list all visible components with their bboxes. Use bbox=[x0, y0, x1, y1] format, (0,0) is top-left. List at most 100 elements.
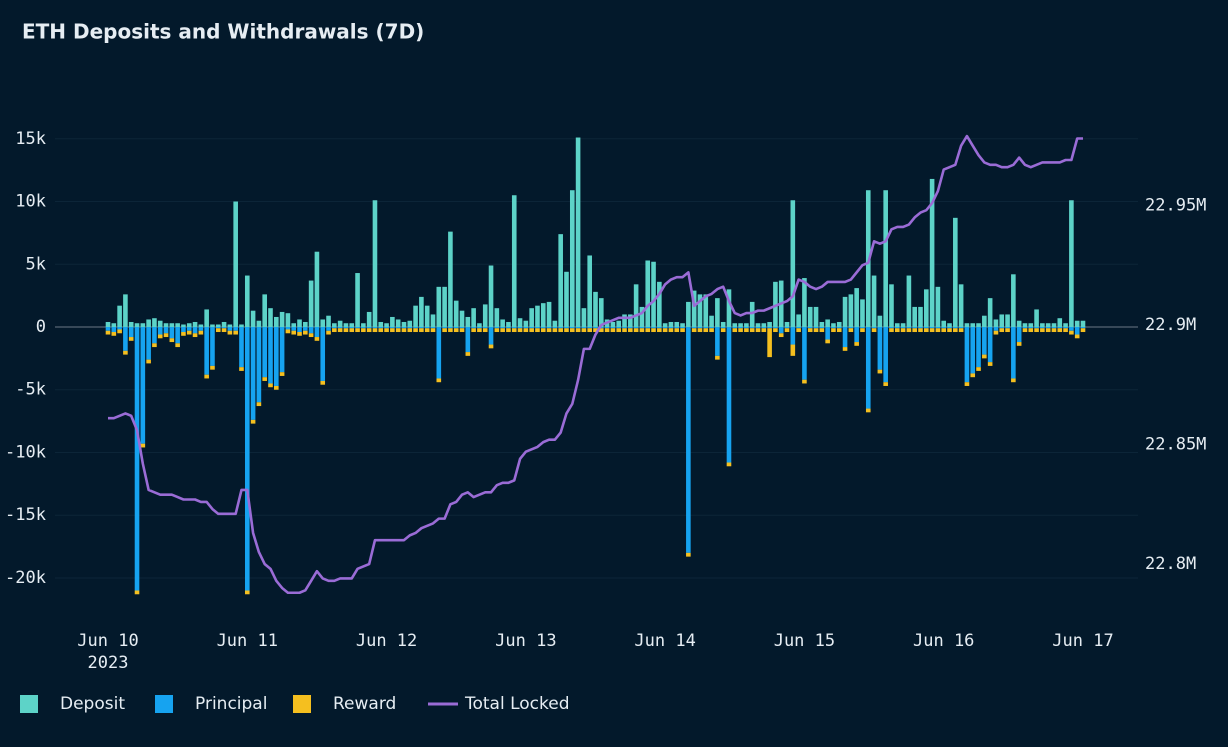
x-tick-label: Jun 16 bbox=[913, 631, 974, 651]
bar bbox=[366, 311, 372, 327]
bar bbox=[471, 308, 476, 327]
bar bbox=[175, 323, 180, 327]
bar bbox=[720, 328, 726, 333]
bar bbox=[999, 326, 1005, 329]
bar bbox=[181, 326, 186, 333]
bar bbox=[163, 333, 169, 338]
bar bbox=[564, 328, 569, 333]
bar bbox=[807, 306, 813, 327]
bar bbox=[1040, 323, 1045, 327]
bar bbox=[192, 321, 198, 327]
bar bbox=[831, 323, 836, 327]
bar bbox=[128, 326, 134, 338]
y2-tick-label: 22.9M bbox=[1145, 315, 1196, 335]
bar bbox=[500, 326, 505, 329]
bar bbox=[540, 328, 546, 333]
bar bbox=[639, 328, 645, 333]
bar bbox=[390, 328, 395, 333]
bar bbox=[691, 326, 697, 329]
bar bbox=[668, 321, 674, 327]
bar bbox=[349, 328, 355, 333]
bar bbox=[1028, 328, 1034, 333]
bar bbox=[297, 319, 302, 327]
bar bbox=[517, 326, 523, 329]
bar bbox=[622, 326, 627, 329]
bar bbox=[436, 286, 442, 327]
bar bbox=[1045, 326, 1051, 329]
bar bbox=[169, 338, 175, 343]
bar bbox=[860, 299, 865, 327]
bar bbox=[1057, 328, 1063, 333]
bar bbox=[1028, 323, 1034, 327]
bar bbox=[186, 326, 192, 331]
bar bbox=[1063, 326, 1068, 329]
y2-tick-label: 22.95M bbox=[1145, 195, 1206, 215]
bar bbox=[854, 288, 859, 327]
bar bbox=[871, 326, 877, 329]
bar bbox=[210, 324, 215, 327]
chart-title: ETH Deposits and Withdrawals (7D) bbox=[22, 20, 424, 44]
bar bbox=[169, 323, 175, 327]
bar bbox=[900, 323, 906, 327]
bar bbox=[744, 323, 749, 327]
bar bbox=[918, 326, 923, 329]
bar bbox=[256, 320, 262, 327]
bar bbox=[424, 326, 430, 329]
bar bbox=[651, 328, 656, 333]
bar bbox=[587, 328, 592, 333]
bar bbox=[285, 326, 291, 330]
bar bbox=[343, 328, 349, 333]
bar bbox=[790, 200, 796, 327]
bar bbox=[732, 323, 738, 327]
bar bbox=[285, 329, 291, 334]
bar bbox=[157, 320, 163, 327]
bar bbox=[401, 328, 407, 333]
bar bbox=[924, 326, 929, 329]
bar bbox=[935, 326, 941, 329]
bar bbox=[192, 333, 198, 338]
bar bbox=[477, 328, 482, 333]
bar bbox=[314, 337, 320, 341]
bar bbox=[906, 328, 912, 333]
bar bbox=[494, 328, 500, 333]
bar bbox=[390, 326, 395, 329]
bar bbox=[442, 326, 447, 329]
bar bbox=[569, 190, 575, 327]
bar bbox=[680, 328, 685, 333]
bar bbox=[749, 328, 755, 333]
bar bbox=[825, 339, 830, 344]
bar bbox=[233, 330, 238, 335]
bar bbox=[378, 326, 384, 329]
bar bbox=[186, 330, 192, 335]
bar bbox=[343, 326, 349, 329]
bar bbox=[355, 273, 360, 327]
bar bbox=[749, 326, 755, 329]
bar bbox=[691, 328, 697, 333]
bar bbox=[111, 326, 117, 333]
bar bbox=[558, 234, 563, 327]
bar bbox=[848, 294, 854, 327]
bar bbox=[128, 321, 134, 327]
bar bbox=[715, 355, 720, 360]
bar bbox=[982, 354, 987, 359]
bar bbox=[1016, 342, 1022, 346]
bar bbox=[482, 328, 488, 333]
bar bbox=[976, 326, 981, 368]
bar bbox=[320, 380, 326, 385]
bar bbox=[361, 323, 366, 327]
bar bbox=[860, 326, 865, 329]
bar bbox=[581, 328, 587, 333]
bar bbox=[506, 328, 511, 333]
x-year-label: 2023 bbox=[88, 653, 129, 673]
bar bbox=[633, 328, 639, 333]
bar bbox=[1074, 320, 1080, 327]
bar bbox=[958, 328, 964, 333]
bar bbox=[831, 328, 836, 333]
x-tick-label: Jun 14 bbox=[634, 631, 695, 651]
bar bbox=[807, 326, 813, 329]
bar bbox=[326, 326, 331, 331]
bar bbox=[976, 323, 981, 327]
bar bbox=[204, 374, 209, 379]
bar bbox=[285, 313, 291, 327]
